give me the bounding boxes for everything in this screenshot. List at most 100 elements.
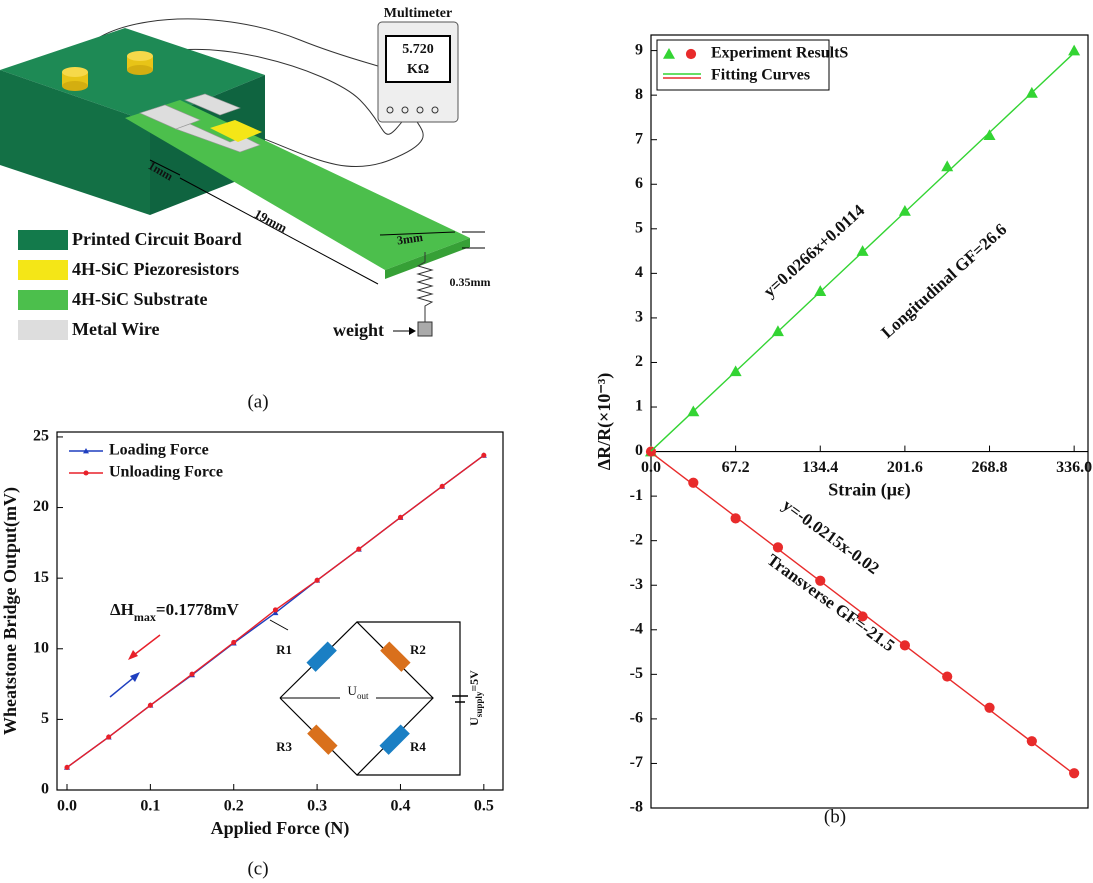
y-tick-label: -7 [630,754,643,771]
x-tick-label: 0.1 [140,798,160,815]
y-tick-label: 0 [635,442,643,459]
x-tick-label: 0.0 [57,798,77,815]
marker [356,547,361,552]
plot-frame [651,35,1088,808]
marker [440,484,445,489]
y-tick-label: -5 [630,665,643,682]
fit-annotation: y=0.0266x+0.0114 [760,200,869,301]
marker [941,160,953,171]
hysteresis-pointer [270,620,288,630]
panel-a-drawing: Multimeter 5.720 KΩ 1mm 19mm 3mm 0.35mm … [0,6,491,412]
marker [857,245,869,256]
bridge-circuit: R1 R2 R3 R4 Uout Usupply=5V [110,620,484,775]
supply-label: Usupply=5V [467,670,484,726]
y-tick-label: 6 [635,175,643,192]
legend-label: Loading Force [109,442,209,459]
y-tick-label: 7 [635,130,643,147]
x-tick-label: 0.4 [390,798,410,815]
supply-subscript: supply [474,691,484,717]
multimeter-unit: KΩ [407,62,429,77]
legend-label: Metal Wire [72,319,159,339]
marker [315,578,320,583]
marker [814,285,826,296]
arrow-head [409,327,416,335]
y-tick-label: 4 [635,264,643,281]
legend-marker [83,470,88,475]
marker [106,734,111,739]
panel-label: (c) [247,858,268,879]
x-tick-label: 0.3 [307,798,327,815]
legend-swatch [18,260,68,280]
arrow-head [130,672,140,682]
weight-block [418,322,432,336]
y-tick-label: 2 [635,353,643,370]
y-tick-label: -3 [630,576,643,593]
x-tick-label: 268.8 [972,459,1008,476]
y-tick-label: 10 [33,639,49,656]
legend-label: Fitting Curves [711,67,810,84]
y-tick-label: -2 [630,531,643,548]
x-axis-title: Applied Force (N) [211,818,350,839]
x-tick-label: 201.6 [887,459,923,476]
x-tick-label: 0.0 [641,459,661,476]
multimeter-reading: 5.720 [402,42,434,57]
legend-swatch [18,320,68,340]
marker [686,49,696,59]
x-tick-label: 134.4 [802,459,838,476]
annotation-symbol: ΔH [110,600,134,619]
legend-label: 4H-SiC Piezoresistors [72,259,239,279]
legend-label: Unloading Force [109,464,223,481]
x-tick-label: 67.2 [722,459,750,476]
resistor-label: R3 [276,739,292,754]
resistor-label: R1 [276,642,292,657]
legend-label: Experiment ResultS [711,45,848,62]
y-tick-label: 5 [635,219,643,236]
panel-label: (a) [247,391,268,412]
legend-label: Printed Circuit Board [72,229,242,249]
marker [984,129,996,140]
panel-label: (b) [824,806,846,827]
marker [148,703,153,708]
y-axis-title: ΔR/R(×10⁻³) [594,373,615,470]
y-tick-label: -8 [630,799,643,816]
x-tick-label: 0.2 [224,798,244,815]
y-tick-label: -1 [630,487,643,504]
y-tick-label: -6 [630,710,643,727]
y-tick-label: 8 [635,86,643,103]
y-tick-label: 5 [41,710,49,727]
series-line [651,53,1074,451]
resistor-label: R2 [410,642,426,657]
y-tick-label: 15 [33,569,49,586]
marker [64,765,69,770]
supply-value: =5V [467,670,481,692]
pad-cylinder [62,81,88,91]
weight-label: weight [333,320,384,340]
fit-annotation: Longitudinal GF=26.6 [877,220,1010,342]
marker [273,607,278,612]
x-tick-label: 0.5 [474,798,494,815]
x-axis-title: Strain (με) [828,480,910,501]
dimension-label: 0.35mm [450,275,491,289]
annotation-value: =0.1778mV [156,600,240,619]
figure: Multimeter 5.720 KΩ 1mm 19mm 3mm 0.35mm … [0,0,1093,883]
resistor [379,724,409,754]
supply-symbol: U [467,717,481,726]
y-tick-label: 20 [33,498,49,515]
marker [899,205,911,216]
legend-label: 4H-SiC Substrate [72,289,208,309]
output-label: Uout [348,683,369,701]
marker [481,453,486,458]
resistor-label: R4 [410,739,426,754]
multimeter-title: Multimeter [384,6,452,21]
y-tick-label: 0 [41,781,49,798]
y-axis-title: Wheatstone Bridge Output(mV) [0,487,21,735]
marker [231,640,236,645]
x-tick-label: 336.0 [1056,459,1092,476]
marker [398,515,403,520]
pad-cylinder [127,51,153,61]
pad-cylinder [62,67,88,77]
y-tick-label: 3 [635,309,643,326]
pad-cylinder [127,65,153,75]
y-tick-label: 1 [635,398,643,415]
resistor [380,641,410,671]
